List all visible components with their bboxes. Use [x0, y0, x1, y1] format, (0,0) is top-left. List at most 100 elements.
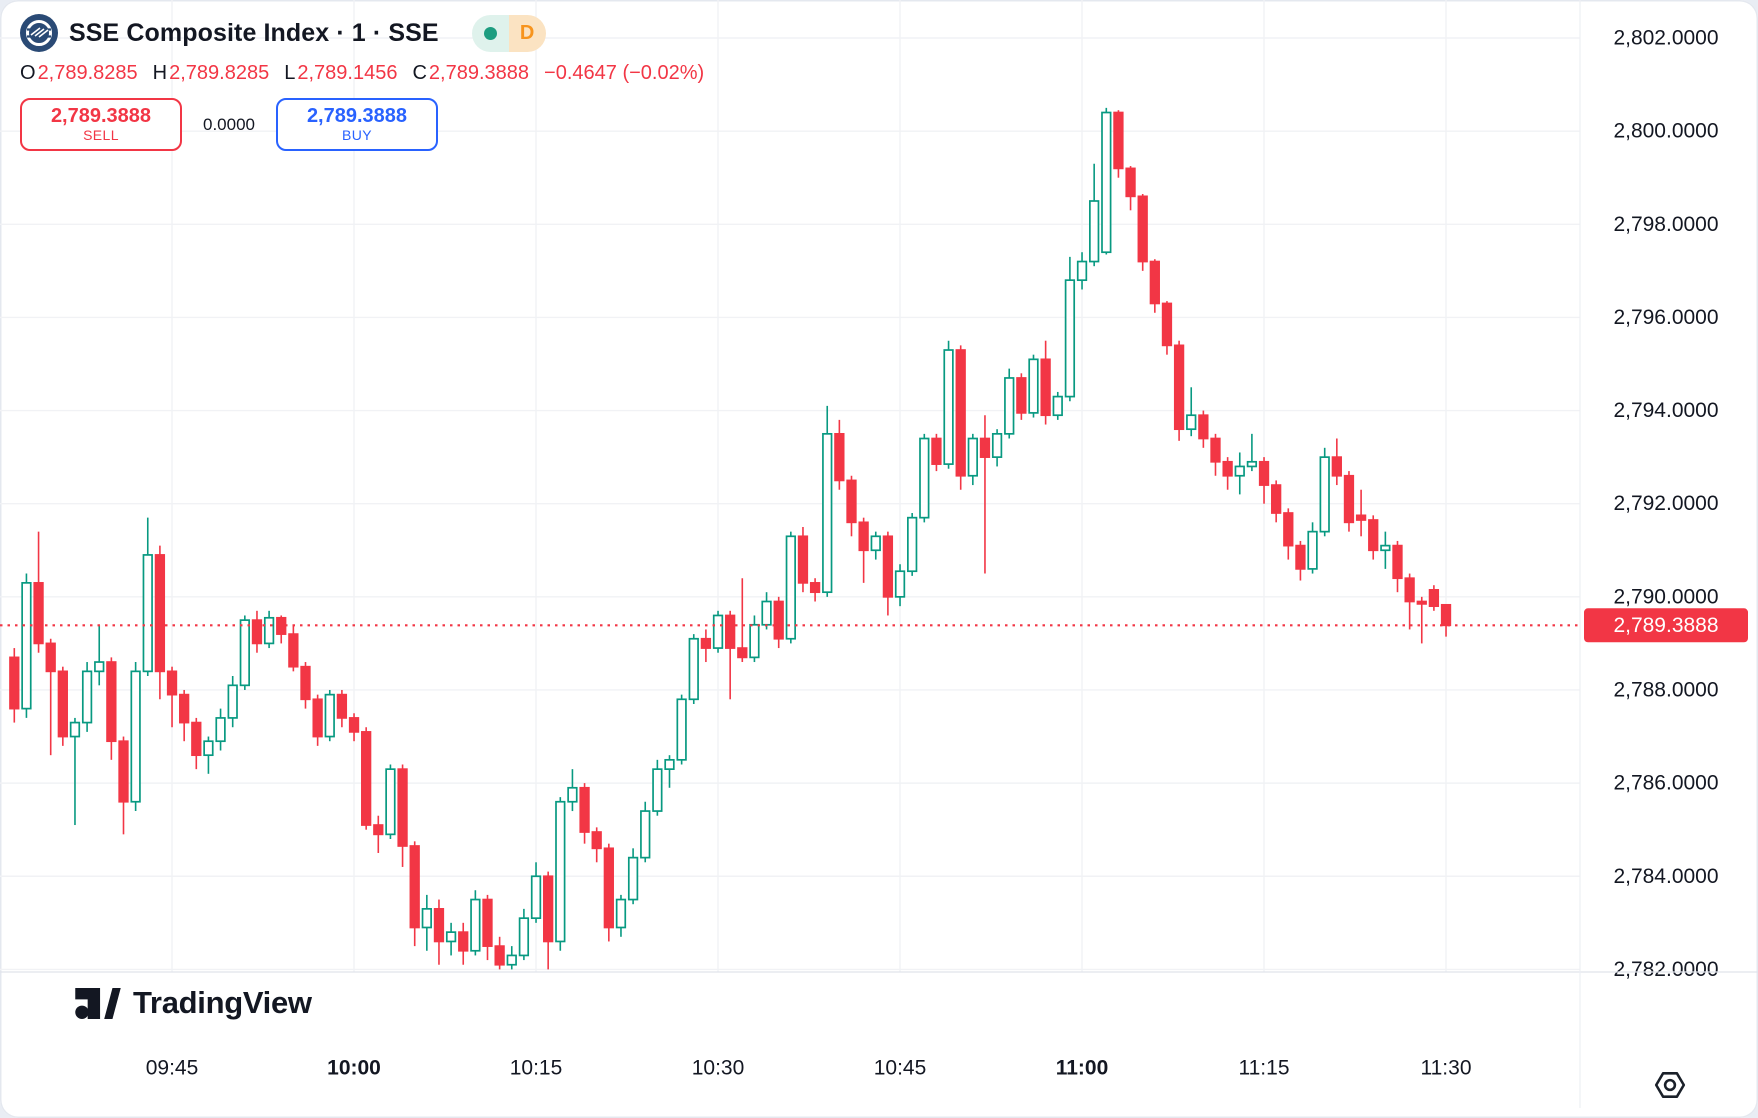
candle-body [688, 637, 699, 701]
candle-body [494, 945, 505, 966]
candle-body [373, 824, 384, 836]
candle-body [785, 535, 796, 640]
candle-body [348, 717, 360, 733]
time-tick-label[interactable]: 09:45 [146, 1057, 199, 1080]
candle-body [846, 479, 857, 524]
candle-body [652, 768, 663, 812]
candle-body [1404, 577, 1415, 603]
buy-button[interactable]: 2,789.3888 BUY [276, 98, 438, 151]
candle-body [251, 619, 263, 645]
candle-body [737, 647, 748, 659]
ohlc-change: −0.4647 (−0.02%) [544, 62, 705, 84]
candle-body [166, 670, 178, 696]
candle-body [979, 437, 991, 458]
candle-body [9, 656, 20, 710]
price-tick-label: 2,782.0000 [1613, 958, 1718, 981]
tradingview-logo-icon [75, 987, 121, 1019]
candle-body [142, 554, 153, 673]
candle-body [967, 437, 978, 477]
candle-body [919, 437, 930, 519]
candle-body [1064, 279, 1076, 398]
candle-body [627, 856, 639, 901]
candle-body [907, 516, 918, 573]
candle-body [1343, 474, 1355, 524]
time-tick-label[interactable]: 11:15 [1239, 1057, 1290, 1080]
candle-body [21, 582, 32, 710]
candle-body [361, 731, 372, 826]
candle-body [57, 670, 68, 738]
candle-body [725, 614, 736, 649]
interval-segment: D [508, 14, 546, 52]
candle-body [1392, 544, 1403, 580]
price-tick-label: 2,802.0000 [1613, 27, 1718, 50]
candle-body [409, 845, 420, 929]
candle-body [1416, 600, 1427, 605]
candle-body [215, 717, 226, 743]
symbol-title[interactable]: SSE Composite Index · 1 · SSE [69, 18, 439, 47]
candle-body [1319, 456, 1330, 533]
candle-body [385, 768, 396, 836]
candle-body [324, 693, 335, 738]
candle-body [179, 693, 190, 724]
candle-body [1149, 260, 1160, 305]
ohlc-high: H 2,789.8285 [152, 62, 270, 84]
price-tick-label: 2,796.0000 [1613, 306, 1718, 329]
candle-body [239, 619, 250, 687]
candle-body [288, 633, 299, 668]
candle-body [797, 535, 809, 584]
candle-body [1295, 544, 1306, 570]
candle-body [69, 721, 81, 738]
candle-body [106, 661, 117, 743]
candle-body [1137, 195, 1148, 263]
candle-body [761, 600, 772, 626]
candle-body [749, 623, 760, 659]
candle-body [1283, 512, 1294, 547]
candle-body [1016, 377, 1027, 414]
candle-body [530, 875, 542, 920]
price-tick-label: 2,794.0000 [1613, 399, 1718, 422]
price-tick-label: 2,786.0000 [1613, 772, 1718, 795]
candle-body [1173, 344, 1185, 431]
candle-body [1028, 358, 1039, 414]
candle-body [94, 661, 105, 673]
tradingview-brand-text: TradingView [133, 985, 312, 1020]
candle-body [1246, 460, 1258, 468]
ohlc-open: O 2,789.8285 [20, 62, 138, 84]
candle-body [1125, 167, 1136, 198]
candle-body [955, 349, 966, 477]
candle-body [615, 898, 627, 929]
candle-body [118, 740, 129, 803]
tradingview-watermark[interactable]: TradingView [75, 985, 312, 1021]
time-tick-label[interactable]: 10:00 [327, 1057, 381, 1080]
candle-body [555, 800, 566, 943]
candle-body [445, 931, 457, 943]
interval-status-badge[interactable]: D [471, 14, 546, 52]
time-tick-label[interactable]: 11:30 [1421, 1057, 1472, 1080]
candle-body [640, 810, 651, 859]
candle-body [834, 432, 845, 482]
candle-body [1004, 377, 1015, 435]
time-tick-label[interactable]: 10:15 [510, 1057, 563, 1080]
candle-body [1089, 200, 1100, 263]
ohlc-low: L 2,789.1456 [284, 62, 398, 84]
sell-button[interactable]: 2,789.3888 SELL [20, 98, 182, 151]
candle-body [397, 768, 408, 847]
spread-value: 0.0000 [203, 114, 255, 134]
candle-body [1428, 589, 1440, 608]
settings-icon[interactable] [1653, 1068, 1687, 1102]
candle-body [518, 917, 530, 957]
candle-body [470, 898, 481, 952]
time-tick-label[interactable]: 10:45 [874, 1057, 927, 1080]
time-tick-label[interactable]: 11:00 [1056, 1057, 1109, 1080]
candle-body [1440, 603, 1452, 627]
time-tick-label[interactable]: 10:30 [692, 1057, 745, 1080]
candle-body [482, 898, 493, 947]
candle-body [154, 554, 166, 673]
candle-body [191, 721, 202, 757]
current-price-tag[interactable] [1584, 608, 1748, 643]
candle-body [227, 684, 238, 719]
candle-body [33, 582, 44, 645]
price-tick-label: 2,798.0000 [1613, 213, 1718, 236]
candle-body [1222, 460, 1233, 477]
